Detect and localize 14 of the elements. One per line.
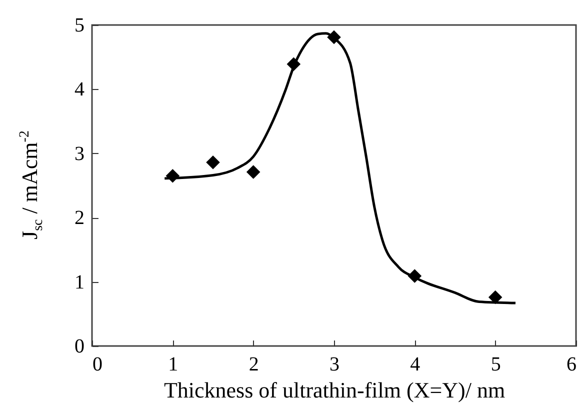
y-tick-label: 3: [74, 142, 84, 165]
x-tick-label: 4: [410, 354, 420, 376]
x-tick-label: 1: [168, 354, 178, 376]
y-tick-label: 4: [74, 78, 84, 101]
y-tick-label: 2: [74, 207, 84, 230]
x-tick-label: 5: [490, 354, 501, 376]
x-tick-label: 0: [92, 354, 102, 376]
x-tick-label: 3: [330, 354, 340, 376]
y-tick-label: 5: [74, 14, 84, 36]
y-tick-label: 0: [74, 336, 84, 358]
y-tick-label: 1: [74, 271, 84, 294]
x-tick-label: 6: [566, 354, 576, 376]
x-tick-label: 2: [248, 354, 259, 376]
x-axis-title: Thickness of ultrathin-film (X=Y)/ nm: [164, 378, 506, 402]
